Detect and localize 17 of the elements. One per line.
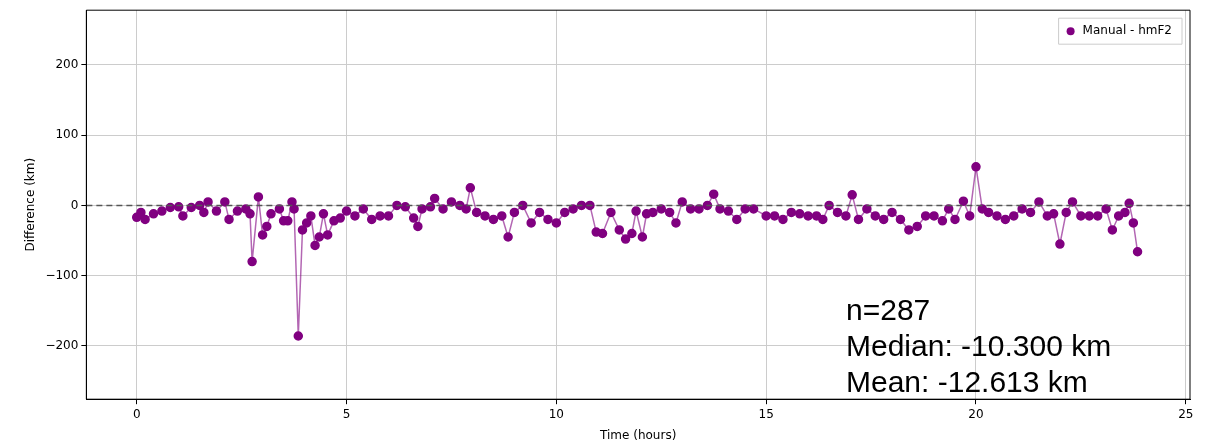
annotation: Median: -10.300 km	[846, 328, 1112, 364]
y-tick-label: −200	[45, 337, 79, 352]
x-tick-label: 10	[548, 406, 564, 421]
y-tick-label: 200	[55, 57, 79, 72]
y-axis-title: Difference (km)	[23, 157, 38, 252]
y-tick-label: 100	[55, 127, 79, 142]
annotation: Mean: -12.613 km	[846, 364, 1089, 400]
x-tick-label: 15	[758, 406, 774, 421]
x-tick-label: 25	[1178, 406, 1194, 421]
y-tick-label: −100	[45, 267, 79, 282]
annotation: n=287	[846, 292, 932, 328]
y-tick-label: 0	[70, 197, 79, 212]
legend-label: Manual - hmF2	[1082, 23, 1173, 38]
x-tick-label: 5	[342, 406, 351, 421]
x-axis-title: Time (hours)	[599, 427, 677, 442]
x-tick-label: 0	[132, 406, 141, 421]
x-tick-label: 20	[968, 406, 984, 421]
